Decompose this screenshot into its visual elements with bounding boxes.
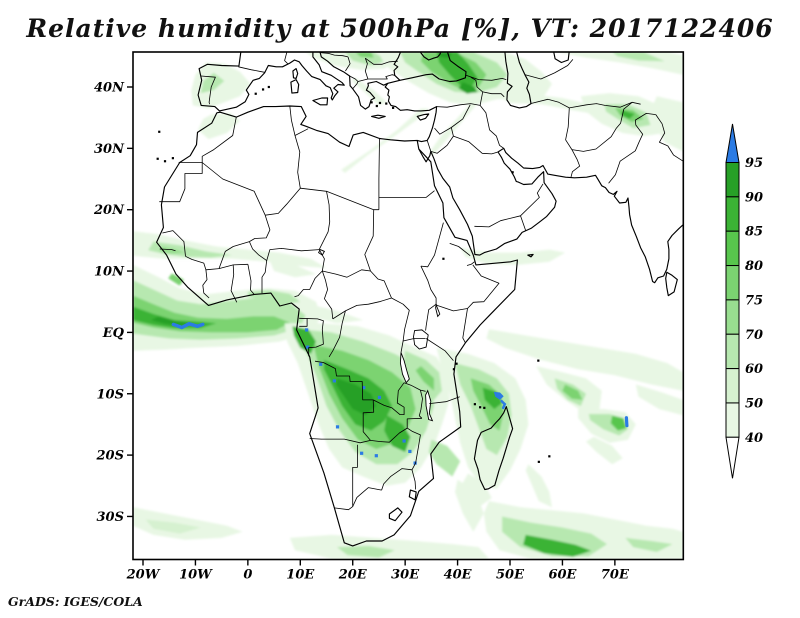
y-tick-label: 30N [94,142,125,157]
colorbar-label: 60 [745,362,763,377]
rh-region-turkmen-band [502,94,613,116]
rh-region-zambezi-core [384,415,411,452]
rh-region-topright-core [612,52,665,62]
x-tick-label: 10W [179,568,213,583]
coastlines [156,52,684,547]
x-tick-label: 20E [338,568,368,583]
rh-region-sw-corner-core [145,519,201,534]
rh-region-io-streak-down [586,436,623,465]
rh-region-sw-right-arm [625,537,673,552]
rh-region-east-turkey-core [458,82,478,94]
y-tick-label: 20S [96,449,124,464]
rh-region-io-tongue-core [610,415,627,431]
rh-region-sw-upleft-arm [525,464,552,508]
colorbar-cell [725,368,740,404]
colorbar-label: 40 [745,431,763,446]
rh-region-right-edge-north [651,96,683,152]
rh-region-sierra-leone-coast [168,273,184,286]
rh-region-iberia [191,62,251,109]
colorbar-under-arrow [725,436,740,479]
colorbar-cell [725,402,740,438]
x-tick-label: 10E [286,568,315,583]
rh-region-sahel-spot [159,246,185,254]
rh-region-mozambique-ch [428,439,461,477]
y-tick-label: EQ [102,326,125,341]
rh-region-mozch-tongue [455,479,484,532]
y-tick-label: 20N [93,203,125,218]
x-tick-label: 60E [548,568,577,583]
rh-region-sahel-core [148,241,233,258]
rh-region-bottom-band-core [337,545,395,558]
x-tick-label: 70E [601,568,630,583]
colorbar-cell [725,333,740,370]
rh-region-bottom-band [289,534,489,559]
x-tick-label: 20W [126,568,161,583]
humidity-shading [133,52,683,559]
colorbar-over-arrow [725,123,740,163]
x-tick-label: 30E [391,568,420,583]
colorbar-label: 85 [745,225,763,240]
rh-region-io-right-edge [635,384,683,416]
colorbar-cell [725,230,740,267]
colorbar-label: 70 [745,328,763,343]
rh-region-equator-core [150,316,193,327]
x-tick-label: 50E [496,568,525,583]
rh-region-sahel-band [133,231,327,268]
rh-region-kashmir-core [621,110,635,119]
rh-region-madag-south [462,473,492,508]
rh-region-sw-corner-band [133,507,243,540]
x-tick-label: 40E [444,568,473,583]
country-borders [159,52,684,511]
rh-region-madagascar-core [470,378,504,431]
rh-over95-spots [171,321,629,465]
rh-region-morocco [198,112,240,140]
colorbar-cell [725,196,740,232]
rh-region-nigeria-light [268,258,316,278]
y-tick-label: 30S [97,510,124,525]
grads-credit: GrADS: IGES/COLA [8,594,143,609]
y-axis: 40N 30N 20N 10N EQ 10S 20S 30S [93,81,133,525]
map-frame [132,51,685,561]
rh-region-egypt-streak [341,108,429,173]
rh-region-balkans-dark [355,52,374,58]
rh-region-angola-core [335,378,377,416]
x-tick-label: 0 [243,568,252,583]
rh-region-levant-streak [430,99,482,156]
colorbar: 95 90 85 80 75 70 60 50 40 [725,123,763,479]
colorbar-cell [725,299,740,335]
x-axis: 20W 10W 0 10E 20E 30E 40E 50E 60E 70E [126,559,630,583]
colorbar-label: 95 [745,156,763,171]
lakes [318,249,441,422]
y-tick-label: 10N [94,265,125,280]
rh-region-io-blob-core [562,384,583,400]
rh-region-io-eq-band [486,329,683,391]
colorbar-label: 50 [745,396,763,411]
island-specks [156,85,551,463]
rh-region-gulf-aden-band [460,247,566,265]
rh-region-caucasus-core [436,52,478,89]
colorbar-cell [725,265,740,301]
rh-region-car-light [310,304,364,324]
y-tick-label: 40N [94,81,125,96]
rh-region-equator-band [133,306,217,329]
rh-region-sw-swirl-core [523,534,592,557]
rh-region-tanzania-core [415,366,434,391]
plot-title: Relative humidity at 500hPa [%], VT: 201… [26,14,774,43]
colorbar-cell [725,162,740,198]
y-tick-label: 10S [97,387,124,402]
colorbar-label: 75 [745,293,763,308]
colorbar-label: 90 [745,190,763,205]
colorbar-label: 80 [745,259,763,274]
